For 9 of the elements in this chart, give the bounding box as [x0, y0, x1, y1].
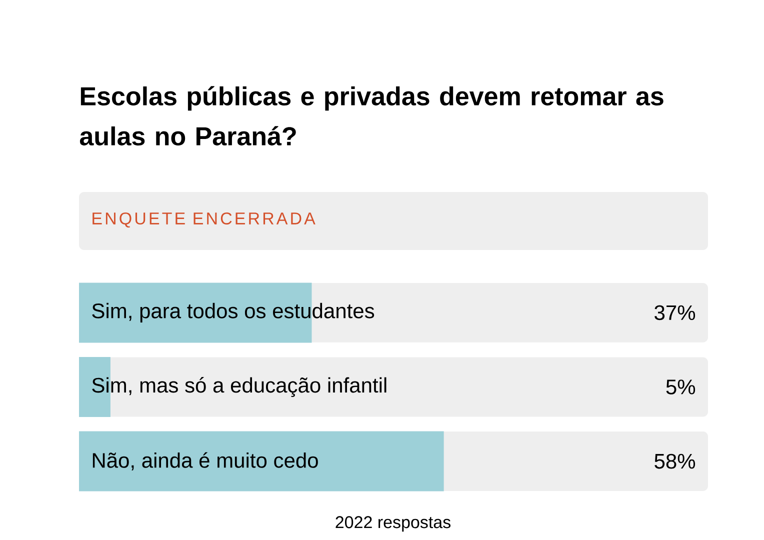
y-tick-label: Sim, para todos os estudantes [92, 302, 374, 322]
data-label: 5% [666, 380, 696, 394]
y-tick-label: Sim, mas só a educação infantil [92, 377, 386, 397]
data-label: 37% [654, 305, 696, 320]
chart-title: Escolas públicas e privadas devem retomar as aulas no Paraná? [80, 86, 664, 146]
y-tick-label: Não, ainda é muito cedo [92, 452, 318, 470]
data-label: 58% [654, 454, 696, 469]
text: 2022 respostas [336, 516, 450, 532]
chart-subtitle: ENQUETE ENCERRADA [92, 212, 316, 228]
